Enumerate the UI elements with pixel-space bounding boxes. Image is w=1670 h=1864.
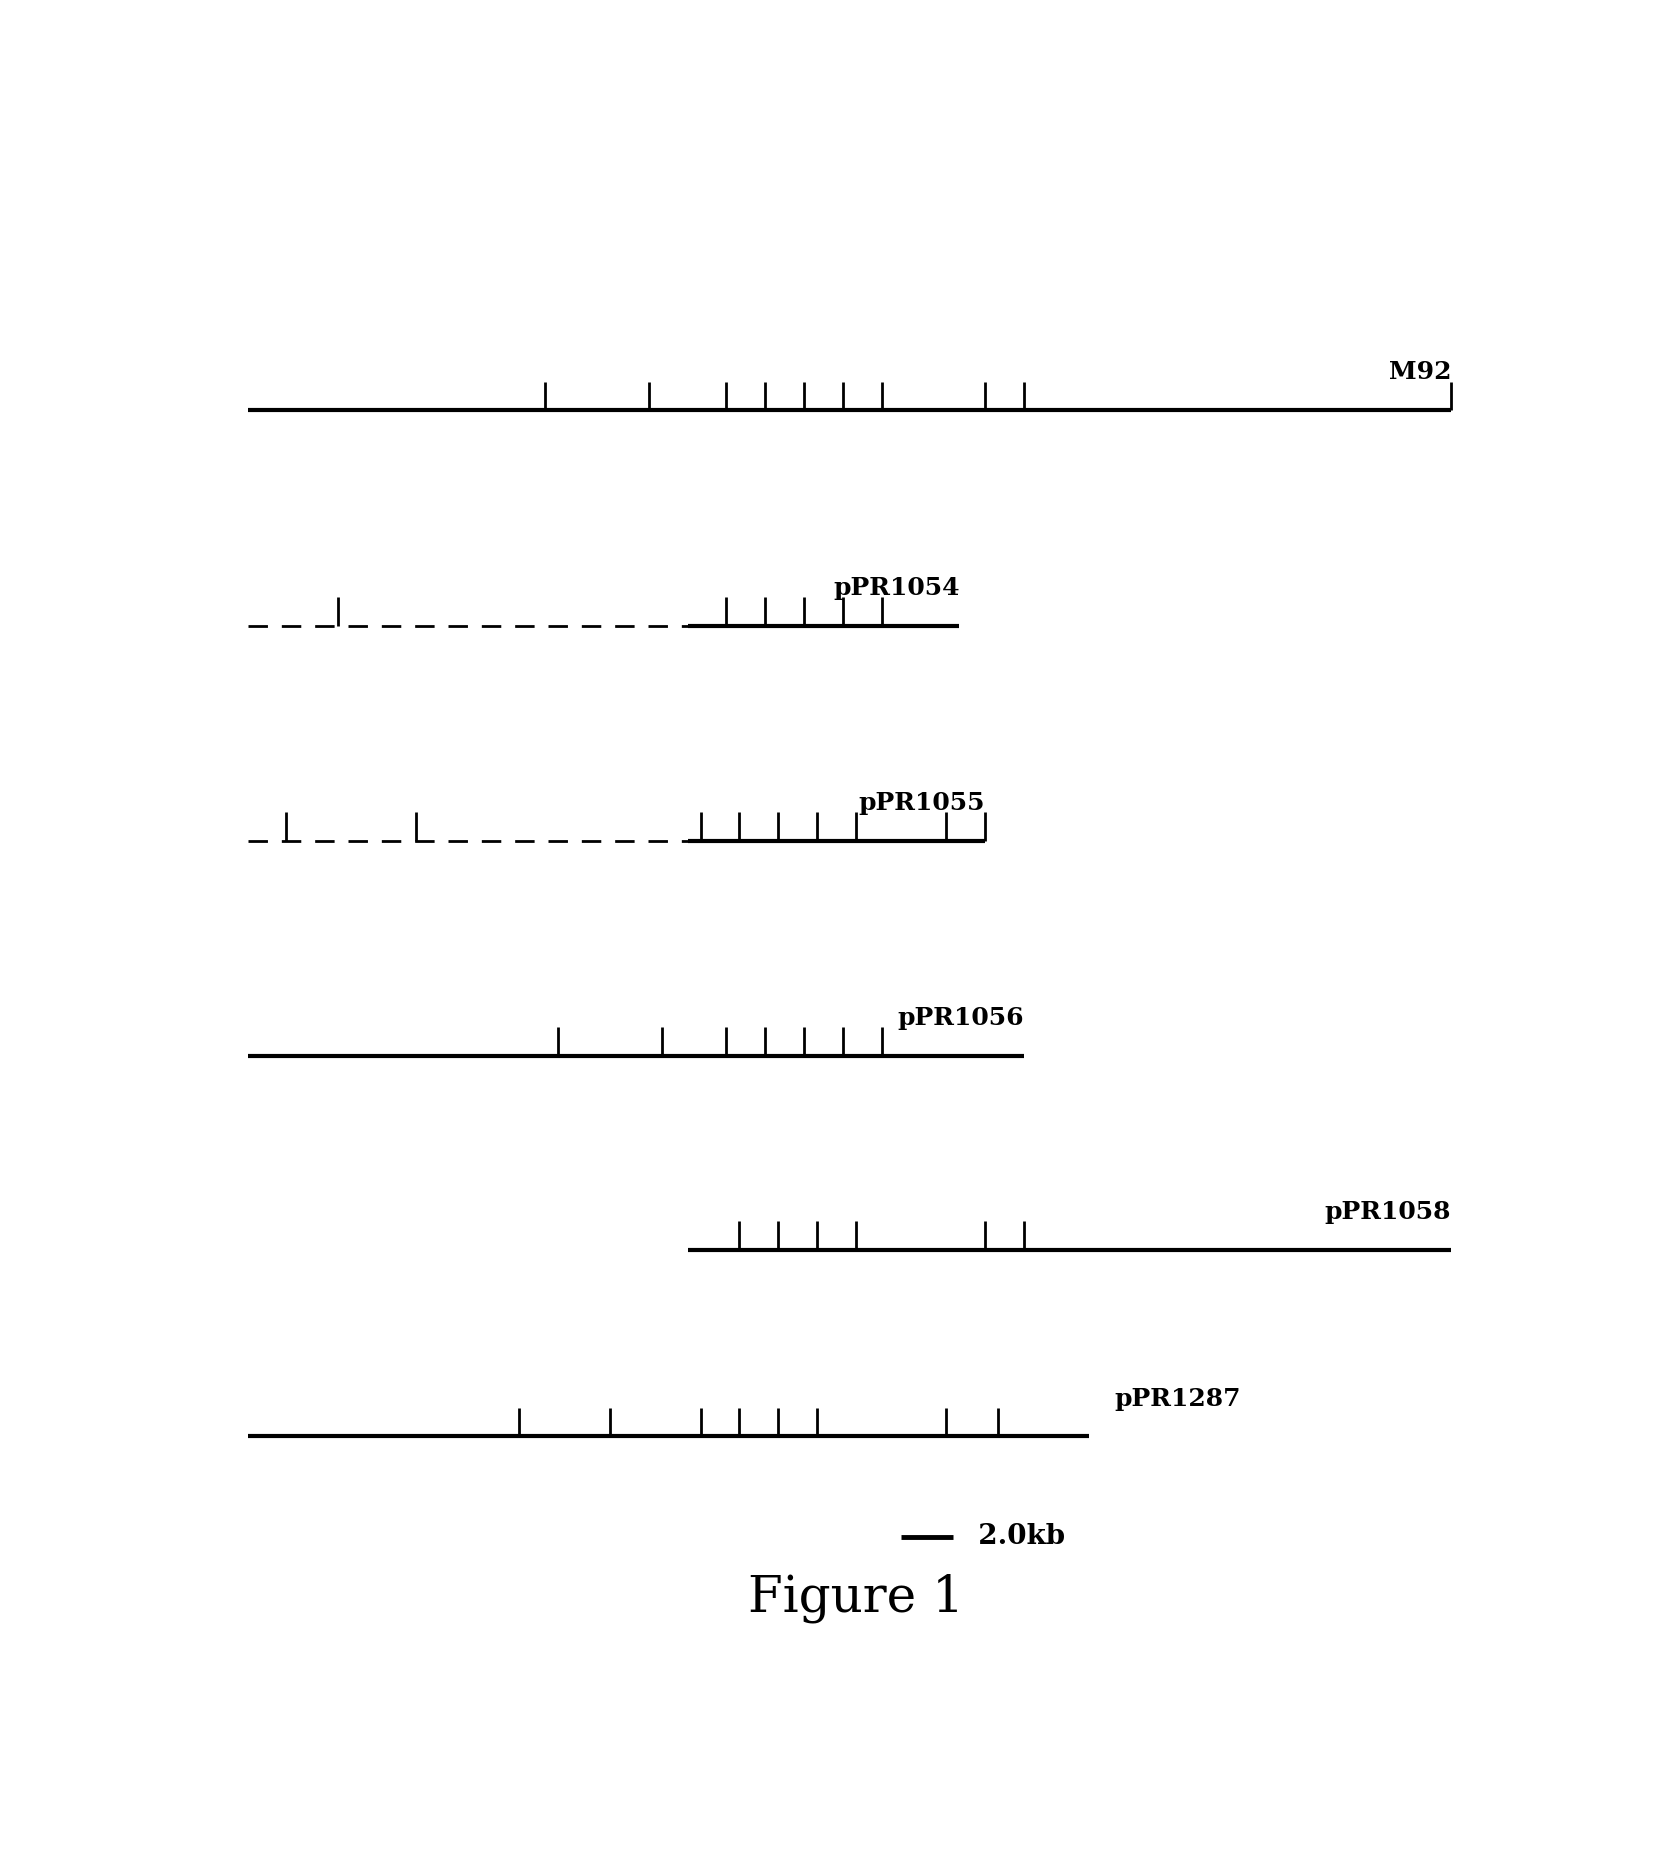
Text: pPR1058: pPR1058 bbox=[1324, 1200, 1451, 1225]
Text: pPR1054: pPR1054 bbox=[833, 576, 959, 600]
Text: M92: M92 bbox=[1389, 360, 1451, 384]
Text: pPR1055: pPR1055 bbox=[858, 790, 985, 815]
Text: pPR1287: pPR1287 bbox=[1116, 1387, 1241, 1411]
Text: Figure 1: Figure 1 bbox=[748, 1573, 964, 1624]
Text: pPR1056: pPR1056 bbox=[898, 1007, 1024, 1031]
Text: 2.0kb: 2.0kb bbox=[959, 1523, 1065, 1551]
